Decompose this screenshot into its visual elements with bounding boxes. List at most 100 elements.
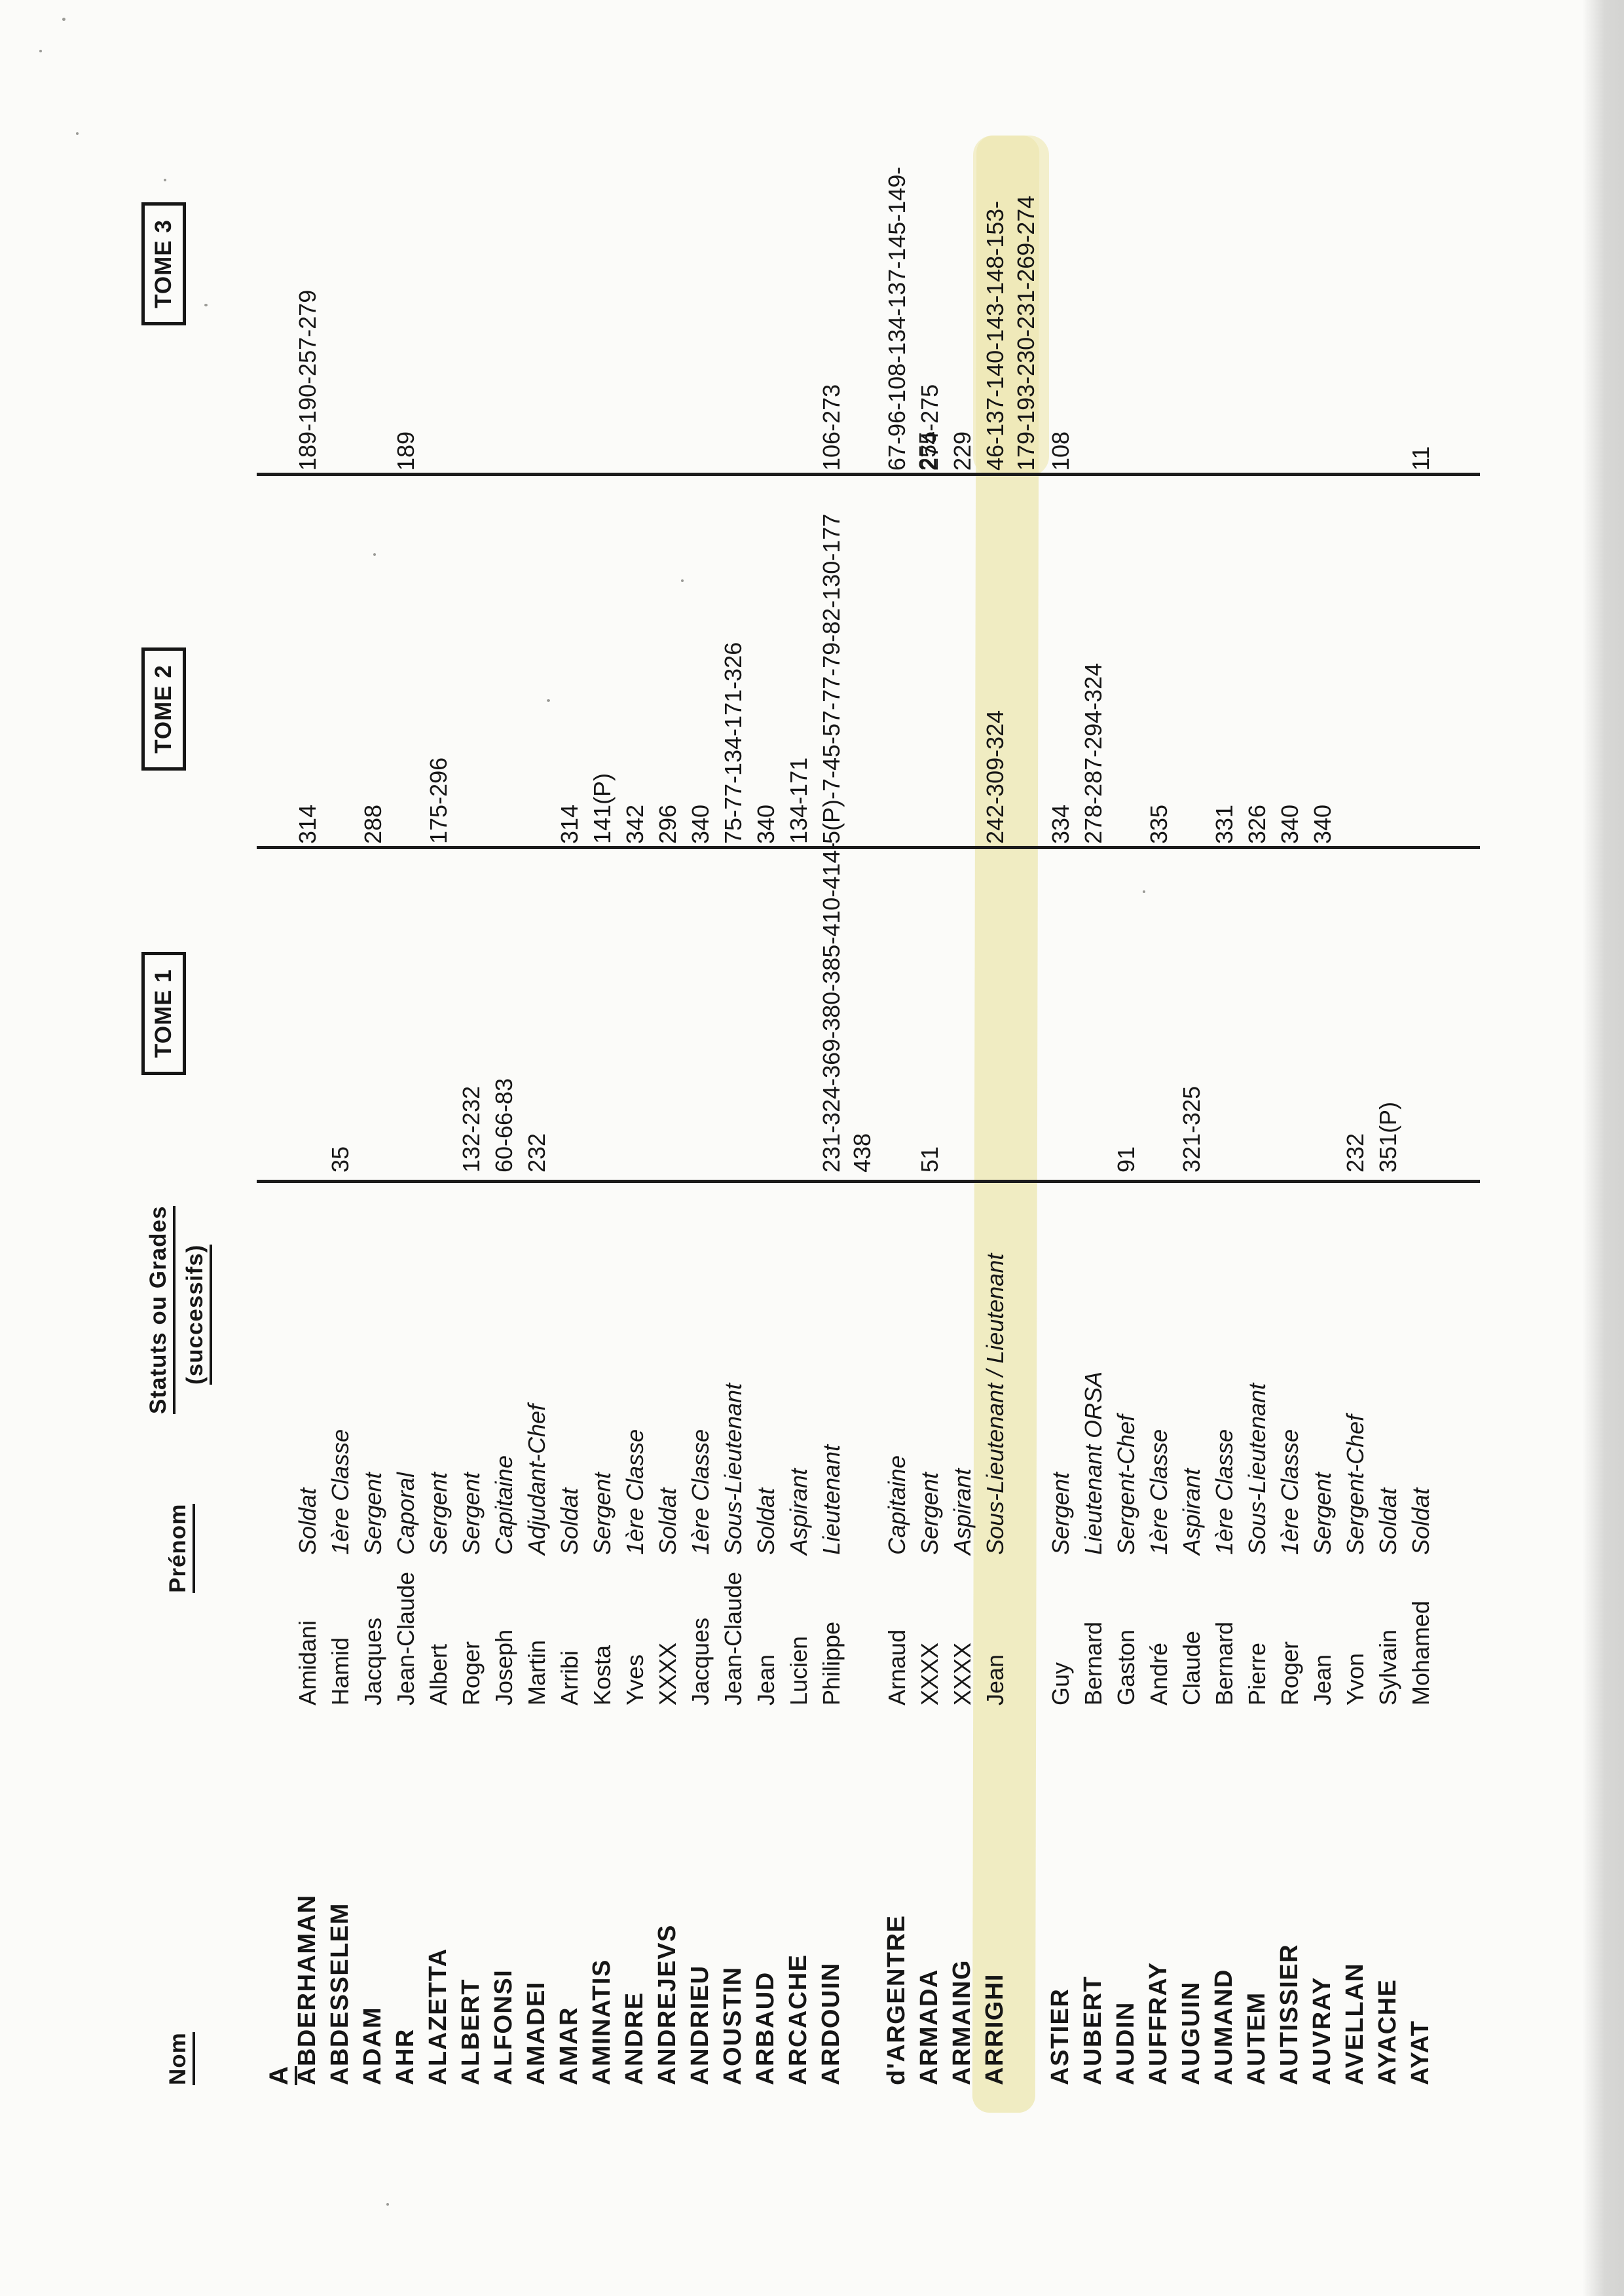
cell-tome2: 335: [1145, 804, 1172, 844]
cell-prenom: XXXX: [949, 1642, 976, 1705]
tome1-box-label: TOME 1: [151, 969, 176, 1058]
cell-tome2: 141(P): [589, 773, 616, 844]
cell-tome2: 340: [752, 804, 779, 844]
tome3-box-label: TOME 3: [151, 219, 176, 308]
tome1-box: TOME 1: [141, 952, 186, 1075]
cell-grade: Sergent: [360, 1472, 386, 1555]
cell-grade: Lieutenant: [818, 1444, 845, 1555]
cell-prenom: Arribi: [556, 1650, 583, 1705]
cell-name: ANDREJEVS: [654, 1924, 681, 2085]
column-header-nom: Nom: [165, 2032, 195, 2085]
paper-speck: [39, 50, 42, 52]
cell-grade: Sergent-Chef: [1113, 1414, 1139, 1555]
tome3-box: TOME 3: [141, 202, 186, 325]
cell-tome2: 326: [1244, 804, 1270, 844]
cell-prenom: Gaston: [1113, 1629, 1139, 1705]
cell-tome1: 91: [1113, 1146, 1139, 1173]
cell-name: ANDRIEU: [686, 1965, 714, 2085]
cell-tome2: 5(P)-7-45-57-77-79-82-130-177: [818, 513, 845, 844]
cell-prenom: Guy: [1047, 1662, 1074, 1705]
cell-prenom: Bernard: [1211, 1621, 1238, 1705]
cell-prenom: Lucien: [785, 1635, 812, 1705]
cell-name: ALAZETTA: [424, 1948, 452, 2085]
cell-grade: Soldat: [752, 1487, 779, 1555]
cell-grade: Soldat: [556, 1487, 583, 1555]
cell-prenom: Jean-Claude: [720, 1571, 747, 1705]
cell-grade: Aspirant: [785, 1468, 812, 1555]
cell-name: ARMAING: [948, 1959, 976, 2085]
cell-tome2: 334: [1047, 804, 1074, 844]
cell-name: AMADEI: [523, 1981, 550, 2085]
cell-prenom: Claude: [1178, 1630, 1205, 1705]
cell-name: d'ARGENTRE: [883, 1914, 910, 2085]
cell-grade: Sergent: [1047, 1472, 1074, 1555]
cell-name: ARMADA: [915, 1969, 943, 2085]
cell-tome1: 232: [523, 1133, 550, 1173]
cell-tome3: 189-190-257-279: [294, 289, 321, 471]
cell-tome3: 11: [1407, 446, 1434, 471]
cell-prenom: Bernard: [1080, 1621, 1107, 1705]
tome2-box: TOME 2: [141, 647, 186, 771]
cell-name: AHR: [392, 2028, 419, 2085]
cell-tome1: 231-324-369-380-385-410-414-438: [818, 842, 876, 1173]
cell-grade: Sous-Lieutenant: [1244, 1383, 1270, 1555]
cell-tome1: 35: [327, 1146, 354, 1173]
cell-prenom: Amidani: [294, 1620, 321, 1705]
column-header-prenom: Prénom: [165, 1503, 195, 1593]
paper-speck: [373, 553, 376, 556]
cell-prenom: Philippe: [818, 1621, 845, 1705]
cell-name: ABDERHAMAN: [293, 1894, 321, 2085]
cell-prenom: Sylvain: [1375, 1629, 1401, 1705]
cell-name: ARRIGHI: [981, 1973, 1008, 2085]
cell-name: AUVRAY: [1308, 1977, 1336, 2085]
cell-prenom: Kosta: [589, 1645, 616, 1705]
paper-speck: [681, 579, 684, 582]
cell-grade: Capitaine: [883, 1455, 910, 1555]
cell-tome1: 351(P): [1375, 1101, 1401, 1173]
cell-tome1: 60-66-83: [490, 1078, 517, 1173]
cell-name: ALFONSI: [490, 1969, 517, 2085]
cell-name: AUFFRAY: [1145, 1961, 1172, 2085]
cell-name: AVELLAN: [1341, 1962, 1369, 2085]
scanner-edge-shadow: [1582, 0, 1624, 2296]
cell-tome2: 331: [1211, 804, 1238, 844]
cell-prenom: Roger: [458, 1641, 485, 1705]
cell-name: AUDIN: [1112, 2001, 1139, 2085]
cell-name: AUGUIN: [1177, 1981, 1205, 2085]
cell-tome2: 296: [654, 804, 681, 844]
cell-grade: 1ère Classe: [1211, 1429, 1238, 1555]
cell-prenom: Yvon: [1342, 1652, 1369, 1705]
cell-prenom: Jean-Claude: [392, 1571, 419, 1705]
cell-name: AMINATIS: [588, 1959, 616, 2085]
cell-grade: Aspirant: [1178, 1468, 1205, 1555]
cell-name: AUBERT: [1079, 1975, 1107, 2085]
cell-prenom: XXXX: [916, 1642, 943, 1705]
cell-tome2: 175-296: [425, 757, 452, 844]
cell-prenom: Pierre: [1244, 1642, 1270, 1705]
cell-prenom: Yves: [621, 1654, 648, 1705]
cell-grade: Aspirant: [949, 1468, 976, 1555]
paper-speck: [164, 179, 166, 181]
cell-tome3: 108: [1047, 431, 1074, 471]
cell-prenom: XXXX: [654, 1642, 681, 1705]
cell-tome2: 340: [1276, 804, 1303, 844]
cell-grade: Soldat: [1375, 1487, 1401, 1555]
cell-tome1: 132-232: [458, 1085, 485, 1173]
cell-prenom: Joseph: [490, 1629, 517, 1705]
cell-name: AMAR: [555, 2007, 583, 2085]
cell-tome3: 274-275: [916, 384, 943, 471]
cell-prenom: Jacques: [360, 1617, 386, 1705]
cell-grade: Sous-Lieutenant / Lieutenant: [982, 1253, 1008, 1555]
cell-name: ARCACHE: [784, 1954, 812, 2086]
cell-name: ARBAUD: [752, 1971, 779, 2085]
cell-grade: Adjudant-Chef: [523, 1404, 550, 1555]
cell-grade: Soldat: [294, 1487, 321, 1555]
cell-grade: Sergent: [458, 1472, 485, 1555]
cell-grade: Caporal: [392, 1472, 419, 1555]
cell-prenom: Roger: [1276, 1641, 1303, 1705]
cell-tome2: 342: [621, 804, 648, 844]
cell-grade: Soldat: [654, 1487, 681, 1555]
cell-tome3: 106-273: [818, 384, 845, 471]
